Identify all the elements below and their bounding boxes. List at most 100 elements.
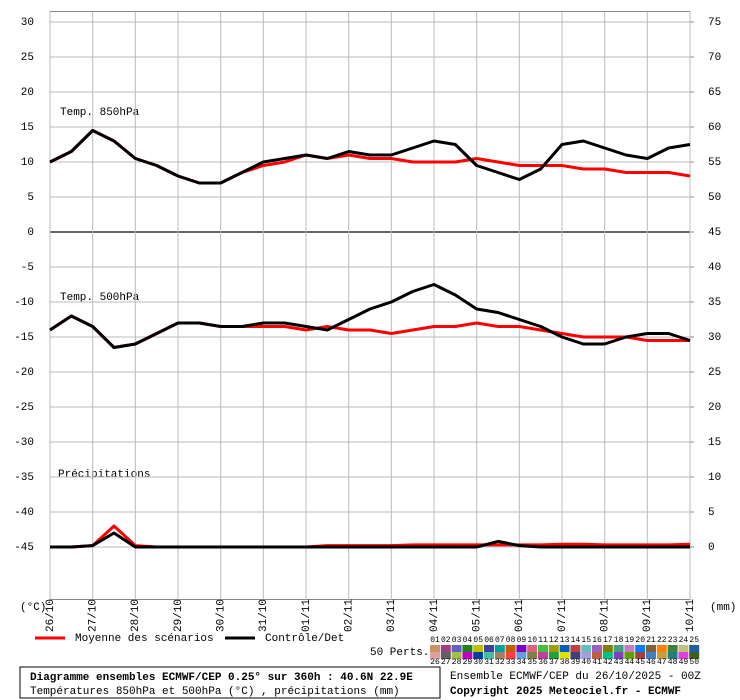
legend-label: 16 xyxy=(592,636,602,645)
footer-box xyxy=(19,666,441,699)
legend-label: 09 xyxy=(517,636,527,645)
legend-label: 49 xyxy=(679,658,689,667)
x-tick-label: 04/11 xyxy=(429,599,441,632)
legend-label: 34 xyxy=(517,658,527,667)
y2-tick-label: 15 xyxy=(708,437,721,449)
legend-swatch xyxy=(473,652,484,659)
legend-swatch xyxy=(462,652,473,659)
legend-swatch xyxy=(570,645,581,652)
legend-label: 01 xyxy=(430,636,440,645)
legend-label: 42 xyxy=(603,658,613,667)
legend-swatch xyxy=(656,652,667,659)
legend-label: 40 xyxy=(581,658,591,667)
legend-swatch xyxy=(678,652,689,659)
footer-subtitle: Températures 850hPa et 500hPa (°C) , pré… xyxy=(30,686,400,698)
legend-swatch xyxy=(527,645,538,652)
y-tick-label: -25 xyxy=(14,402,34,414)
y-tick-label: 10 xyxy=(21,157,34,169)
x-tick-label: 07/11 xyxy=(557,599,569,632)
y-tick-label: 15 xyxy=(21,122,34,134)
legend-swatch xyxy=(451,645,462,652)
legend-swatch xyxy=(516,645,527,652)
legend-swatch xyxy=(559,652,570,659)
legend-swatch xyxy=(656,645,667,652)
legend-label: 15 xyxy=(581,636,591,645)
legend-swatch xyxy=(592,645,602,652)
x-tick-label: 08/11 xyxy=(600,599,612,632)
legend-label: 39 xyxy=(571,658,581,667)
legend-swatch xyxy=(613,652,624,659)
legend-swatch xyxy=(689,652,700,659)
legend-label: 27 xyxy=(441,658,451,667)
legend-label: 19 xyxy=(625,636,635,645)
legend-swatch xyxy=(440,652,451,659)
y2-tick-label: 0 xyxy=(708,542,715,554)
legend-swatch xyxy=(667,645,678,652)
legend-label: 45 xyxy=(635,658,645,667)
x-tick-label: 30/10 xyxy=(216,599,228,632)
legend-swatch xyxy=(440,645,451,652)
legend-label: 18 xyxy=(614,636,624,645)
legend-swatch xyxy=(484,652,494,659)
legend-swatch xyxy=(602,645,613,652)
legend-swatch xyxy=(624,652,635,659)
legend-label: 04 xyxy=(463,636,473,645)
y2-tick-label: 20 xyxy=(708,402,721,414)
legend-label: 36 xyxy=(538,658,548,667)
panel-label: Temp. 850hPa xyxy=(60,107,140,119)
legend-label: 48 xyxy=(668,658,678,667)
x-tick-label: 05/11 xyxy=(472,599,484,632)
y2-tick-label: 70 xyxy=(708,52,721,64)
legend-label: 25 xyxy=(689,636,699,645)
legend-label: 50 Perts. xyxy=(370,647,429,659)
series-line xyxy=(49,129,691,185)
series-line xyxy=(50,531,690,549)
y2-tick-label: 35 xyxy=(708,297,721,309)
y-tick-label: -20 xyxy=(14,367,34,379)
legend-label: 41 xyxy=(592,658,602,667)
legend-swatch xyxy=(430,652,440,659)
legend-swatch xyxy=(613,645,624,652)
legend-label: 05 xyxy=(473,636,483,645)
y-axis-label: (°C) xyxy=(20,602,46,614)
legend-swatch xyxy=(689,645,700,652)
y-tick-label: -45 xyxy=(14,542,34,554)
y-tick-label: -5 xyxy=(21,262,34,274)
legend-swatch xyxy=(581,645,592,652)
legend-label: 02 xyxy=(441,636,451,645)
x-tick-label: 02/11 xyxy=(344,599,356,632)
legend-label: 44 xyxy=(625,658,635,667)
legend-label: 43 xyxy=(614,658,624,667)
y2-tick-label: 25 xyxy=(708,367,721,379)
legend-swatch xyxy=(602,652,613,659)
legend-label: 31 xyxy=(484,658,494,667)
legend-label: 13 xyxy=(560,636,570,645)
legend-swatch xyxy=(505,652,516,659)
x-tick-label: 31/10 xyxy=(258,599,270,632)
y2-tick-label: 60 xyxy=(708,122,721,134)
y2-tick-label: 40 xyxy=(708,262,721,274)
series-line xyxy=(49,283,691,349)
x-tick-label: 03/11 xyxy=(386,599,398,632)
legend-swatch xyxy=(624,645,635,652)
legend-label: 37 xyxy=(549,658,559,667)
legend-swatch xyxy=(538,652,548,659)
legend-swatch xyxy=(451,652,462,659)
legend-label: 32 xyxy=(495,658,505,667)
legend-swatch xyxy=(559,645,570,652)
footer-run: Ensemble ECMWF/CEP du 26/10/2025 - 00Z xyxy=(450,671,701,683)
legend-swatch xyxy=(548,645,559,652)
legend-swatch xyxy=(635,645,646,652)
y2-axis-label: (mm) xyxy=(710,602,736,614)
y-tick-label: -30 xyxy=(14,437,34,449)
legend-swatch xyxy=(462,645,473,652)
legend-label: 33 xyxy=(506,658,516,667)
legend-swatch xyxy=(646,645,656,652)
y-tick-label: 25 xyxy=(21,52,34,64)
legend-label: 28 xyxy=(452,658,462,667)
y-tick-label: -10 xyxy=(14,297,34,309)
legend-label: 10 xyxy=(527,636,537,645)
footer-copyright: Copyright 2025 Meteociel.fr - ECMWF xyxy=(450,686,681,698)
x-tick-label: 27/10 xyxy=(88,599,100,632)
